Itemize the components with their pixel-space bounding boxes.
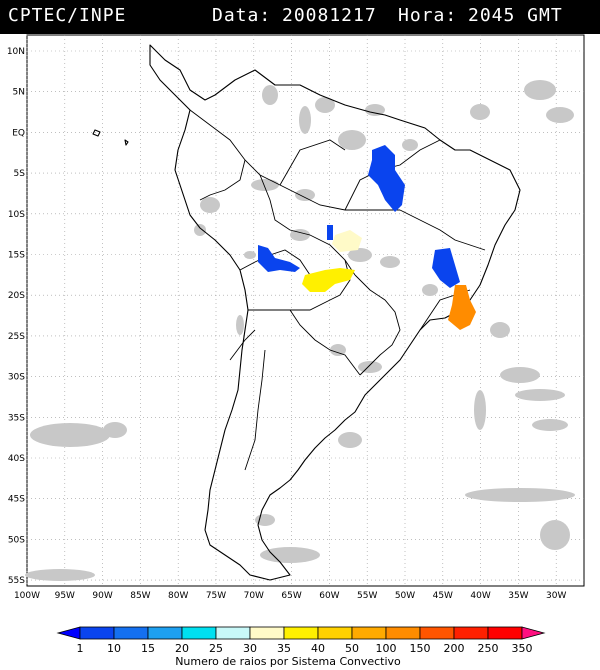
lon-tick-label: 40W (470, 591, 490, 601)
colorbar-swatch (56, 626, 81, 640)
lat-tick-label: 20S (8, 291, 25, 301)
colorbar-swatch (351, 626, 387, 640)
colorbar-swatch (79, 626, 115, 640)
lat-tick-label: 10S (8, 210, 25, 220)
colorbar-swatch (419, 626, 455, 640)
convective-systems (258, 145, 476, 330)
cloud-cover (25, 80, 575, 581)
colorbar-swatch (385, 626, 421, 640)
lat-tick-label: 25S (8, 332, 25, 342)
colorbar-label: 10 (107, 642, 121, 655)
lat-tick-label: 50S (8, 535, 25, 545)
lon-tick-label: 85W (130, 591, 150, 601)
lat-tick-label: 15S (8, 251, 25, 261)
colorbar-label: 50 (345, 642, 359, 655)
colorbar-swatch (521, 626, 546, 640)
colorbar-swatch (453, 626, 489, 640)
colorbar-label: 20 (175, 642, 189, 655)
source-label: CPTEC/INPE (8, 5, 127, 26)
colorbar-swatch (283, 626, 319, 640)
country-borders (189, 109, 486, 471)
longitude-labels: 100W 95W 90W 85W 80W 75W 70W 65W 60W 55W 50W 45W 40W… (14, 591, 567, 601)
lon-tick-label: 55W (357, 591, 377, 601)
lat-tick-label: 35S (8, 413, 25, 423)
lon-tick-label: 100W (14, 591, 40, 601)
lat-tick-label: 30S (8, 373, 25, 383)
colorbar-swatch (215, 626, 251, 640)
colorbar-label: 200 (444, 642, 465, 655)
lon-tick-label: 75W (206, 591, 226, 601)
latitude-labels: 10N 5N EQ 5S 10S 15S 20S 25S 30S 35S 40S 45S 50S 55S (7, 47, 25, 586)
colorbar-labels: 1 10 15 20 25 30 35 40 50 100 150 200 250 350 (77, 642, 533, 655)
colorbar-label: 15 (141, 642, 155, 655)
colorbar-label: 100 (376, 642, 397, 655)
colorbar-swatch (147, 626, 183, 640)
lon-tick-label: 50W (395, 591, 415, 601)
colorbar (56, 626, 546, 640)
lon-tick-label: 30W (546, 591, 566, 601)
colorbar-swatch (249, 626, 285, 640)
time-value: 2045 GMT (468, 5, 563, 26)
colorbar-label: 30 (243, 642, 257, 655)
lat-tick-label: 45S (8, 495, 25, 505)
colorbar-swatch (317, 626, 353, 640)
colorbar-title: Numero de raios por Sistema Convectivo (175, 655, 401, 668)
title-bar: CPTEC/INPE Data: 20081217 Hora: 2045 GMT (0, 0, 600, 34)
colorbar-label: 25 (209, 642, 223, 655)
lon-tick-label: 65W (281, 591, 301, 601)
date-label: Data: (212, 5, 272, 26)
lon-tick-label: 70W (244, 591, 264, 601)
lat-tick-label: 40S (8, 454, 25, 464)
colorbar-label: 40 (311, 642, 325, 655)
graticule (26, 35, 584, 586)
lon-tick-label: 80W (168, 591, 188, 601)
colorbar-label: 350 (512, 642, 533, 655)
colorbar-label: 150 (410, 642, 431, 655)
lon-tick-label: 35W (508, 591, 528, 601)
lon-tick-label: 45W (433, 591, 453, 601)
colorbar-label: 1 (77, 642, 84, 655)
lat-tick-label: 10N (7, 47, 25, 57)
lon-tick-label: 95W (55, 591, 75, 601)
colorbar-swatch (487, 626, 523, 640)
colorbar-swatch (113, 626, 149, 640)
lon-tick-label: 90W (92, 591, 112, 601)
date-value: 20081217 (282, 5, 377, 26)
lon-tick-label: 60W (319, 591, 339, 601)
lat-tick-label: 5N (13, 88, 25, 98)
colorbar-label: 35 (277, 642, 291, 655)
colorbar-label: 250 (478, 642, 499, 655)
coastlines (92, 44, 521, 581)
lat-tick-label: 55S (8, 576, 25, 586)
lat-tick-label: EQ (12, 128, 25, 138)
colorbar-swatch (181, 626, 217, 640)
lat-tick-label: 5S (14, 169, 26, 179)
time-label: Hora: (398, 5, 458, 26)
